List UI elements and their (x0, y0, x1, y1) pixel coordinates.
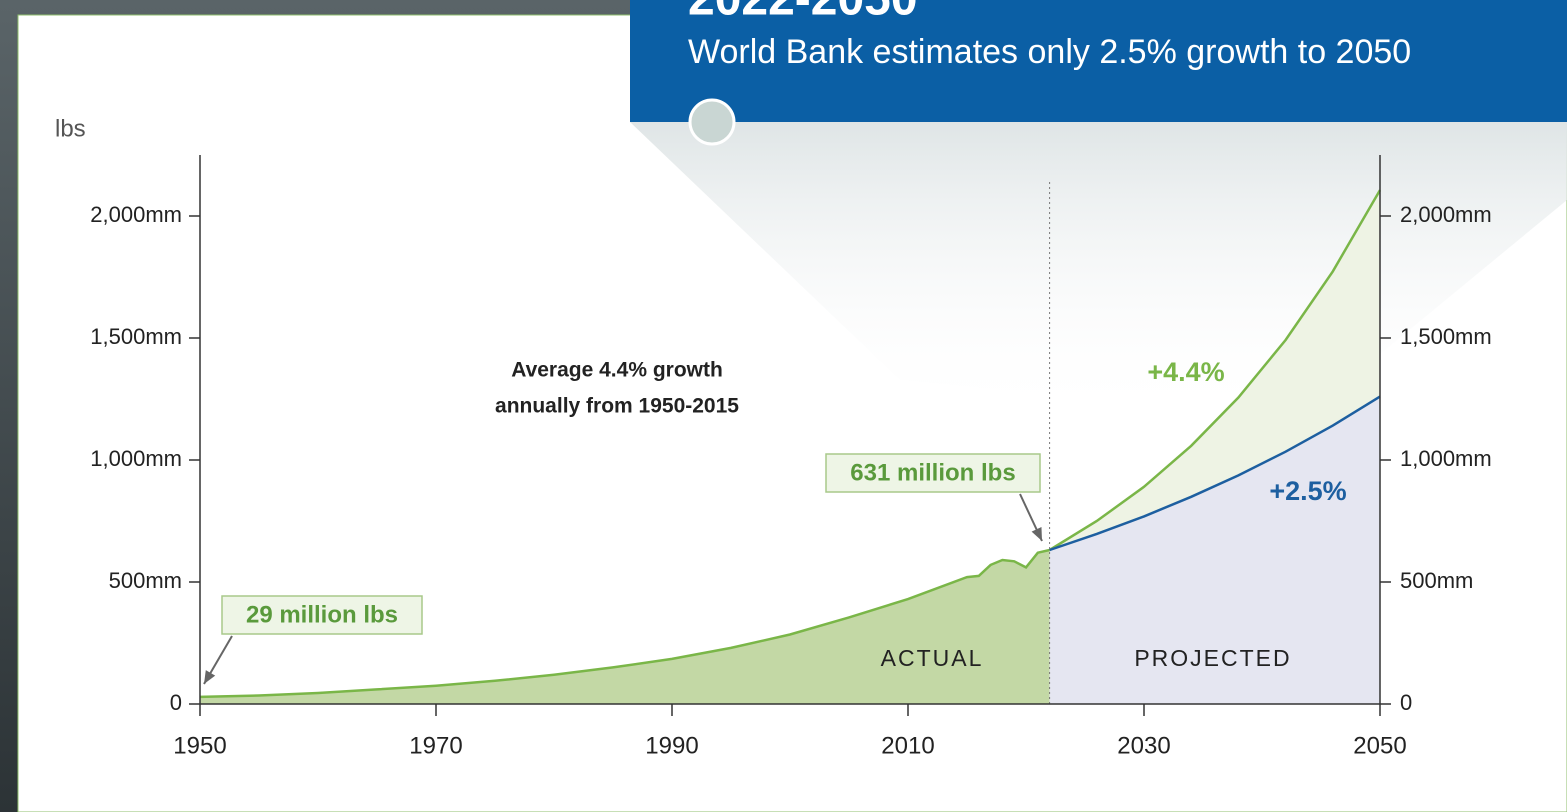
callout-label: 631 million lbs (850, 459, 1015, 486)
x-tick-label: 1950 (173, 732, 226, 759)
growth-note: Average 4.4% growth (511, 359, 723, 382)
x-tick-label: 1990 (645, 732, 698, 759)
callout-label: 29 million lbs (246, 601, 398, 628)
y-tick-label: 0 (170, 690, 182, 715)
x-tick-label: 1970 (409, 732, 462, 759)
arrow-head (204, 670, 216, 684)
x-tick-label: 2010 (881, 732, 934, 759)
y2-tick-label: 0 (1400, 690, 1412, 715)
y-tick-label: 1,500mm (90, 324, 182, 349)
y-tick-label: 1,000mm (90, 446, 182, 471)
y-tick-label: 500mm (109, 568, 182, 593)
x-tick-label: 2030 (1117, 732, 1170, 759)
banner-title: 2022-2050 (688, 0, 918, 26)
series-line (1048, 189, 1382, 552)
y2-tick-label: 2,000mm (1400, 202, 1492, 227)
arrow-head (1031, 527, 1042, 541)
region-label: ACTUAL (881, 645, 984, 671)
y2-tick-label: 1,000mm (1400, 446, 1492, 471)
series-line (199, 548, 1050, 699)
banner-subtitle: World Bank estimates only 2.5% growth to… (688, 33, 1411, 71)
growth-label: +4.4% (1147, 357, 1224, 387)
callout-box (221, 595, 423, 635)
y-tick-label: 2,000mm (90, 202, 182, 227)
plot: lbs 0 500mm 1,000mm 1,500mm 2,000mm 0 500mm 1,00… (55, 115, 1492, 759)
callout-box (825, 453, 1041, 493)
growth-label: +2.5% (1269, 476, 1346, 506)
area-fill (200, 550, 1050, 704)
growth-note: annually from 1950-2015 (495, 395, 739, 418)
series-line (1049, 395, 1381, 552)
region-label: PROJECTED (1134, 645, 1291, 671)
y-axis-label: lbs (55, 115, 86, 142)
y2-tick-label: 500mm (1400, 568, 1473, 593)
banner (630, 0, 1567, 122)
area-fill (1049, 396, 1380, 704)
pin-icon (688, 98, 736, 146)
banner-edge (630, 122, 1567, 130)
x-tick-label: 2050 (1353, 732, 1406, 759)
y2-tick-label: 1,500mm (1400, 324, 1492, 349)
